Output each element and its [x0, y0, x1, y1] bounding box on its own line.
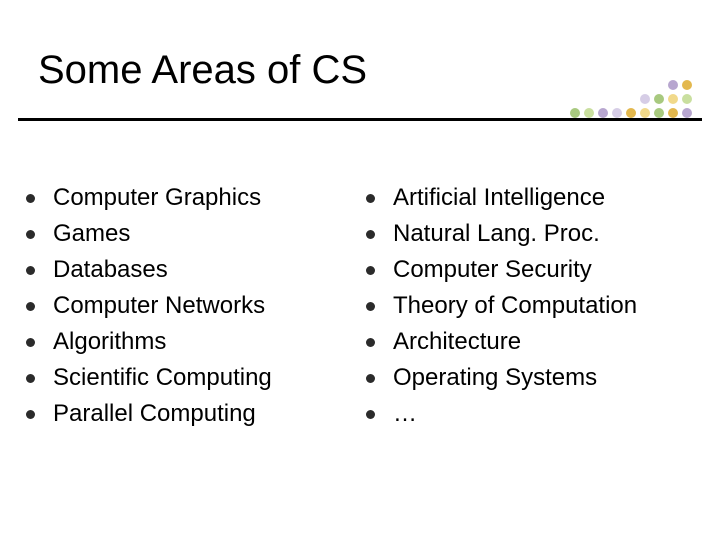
bullet-icon	[26, 374, 35, 383]
bullet-icon	[366, 410, 375, 419]
list-item-label: Natural Lang. Proc.	[393, 221, 600, 247]
bullet-icon	[366, 266, 375, 275]
list-item: Theory of Computation	[360, 288, 700, 324]
list-item: …	[360, 396, 700, 432]
list-item: Parallel Computing	[20, 396, 360, 432]
slide-body: Computer Graphics Games Databases Comput…	[20, 180, 700, 432]
bullet-icon	[26, 266, 35, 275]
bullet-icon	[26, 302, 35, 311]
list-item: Artificial Intelligence	[360, 180, 700, 216]
deco-dot-icon	[640, 108, 650, 118]
left-column: Computer Graphics Games Databases Comput…	[20, 180, 360, 432]
list-item: Computer Security	[360, 252, 700, 288]
deco-dot-icon	[570, 108, 580, 118]
list-item: Natural Lang. Proc.	[360, 216, 700, 252]
bullet-icon	[26, 194, 35, 203]
slide: Some Areas of CS Computer Graphics Games…	[0, 0, 720, 540]
deco-dot-icon	[682, 94, 692, 104]
bullet-icon	[366, 374, 375, 383]
list-item: Games	[20, 216, 360, 252]
list-item: Algorithms	[20, 324, 360, 360]
deco-dot-icon	[598, 108, 608, 118]
deco-dot-icon	[668, 80, 678, 90]
bullet-icon	[26, 230, 35, 239]
list-item: Computer Graphics	[20, 180, 360, 216]
list-item: Architecture	[360, 324, 700, 360]
deco-dot-icon	[640, 94, 650, 104]
bullet-icon	[26, 338, 35, 347]
bullet-icon	[366, 194, 375, 203]
list-item-label: Artificial Intelligence	[393, 185, 605, 211]
list-item-label: Scientific Computing	[53, 365, 272, 391]
slide-title: Some Areas of CS	[38, 48, 367, 93]
list-item-label: Databases	[53, 257, 168, 283]
list-item-label: Algorithms	[53, 329, 166, 355]
list-item-label: …	[393, 401, 417, 427]
bullet-icon	[26, 410, 35, 419]
list-item-label: Computer Networks	[53, 293, 265, 319]
deco-dot-icon	[612, 108, 622, 118]
bullet-icon	[366, 230, 375, 239]
decorative-dots	[570, 78, 700, 118]
bullet-icon	[366, 302, 375, 311]
deco-dot-icon	[654, 94, 664, 104]
list-item-label: Computer Graphics	[53, 185, 261, 211]
deco-dot-icon	[668, 94, 678, 104]
list-item-label: Parallel Computing	[53, 401, 256, 427]
list-item: Computer Networks	[20, 288, 360, 324]
right-column: Artificial Intelligence Natural Lang. Pr…	[360, 180, 700, 432]
deco-dot-icon	[682, 80, 692, 90]
deco-dot-icon	[626, 108, 636, 118]
list-item-label: Games	[53, 221, 130, 247]
list-item-label: Architecture	[393, 329, 521, 355]
list-item: Operating Systems	[360, 360, 700, 396]
list-item: Databases	[20, 252, 360, 288]
list-item: Scientific Computing	[20, 360, 360, 396]
deco-dot-icon	[682, 108, 692, 118]
list-item-label: Theory of Computation	[393, 293, 637, 319]
deco-dot-icon	[654, 108, 664, 118]
deco-dot-icon	[584, 108, 594, 118]
deco-dot-icon	[668, 108, 678, 118]
title-underline	[18, 118, 702, 121]
bullet-icon	[366, 338, 375, 347]
list-item-label: Computer Security	[393, 257, 592, 283]
list-item-label: Operating Systems	[393, 365, 597, 391]
